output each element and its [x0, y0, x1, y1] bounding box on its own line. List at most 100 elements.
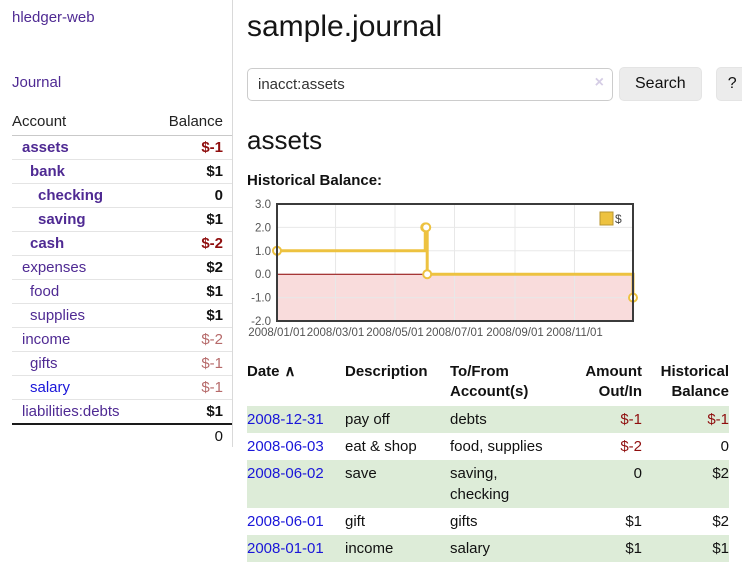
account-balance: $-2	[150, 327, 233, 352]
transaction-amount: $1	[625, 540, 642, 557]
account-balance: $1	[150, 399, 233, 425]
y-tick-label: -2.0	[251, 316, 271, 328]
page-title: sample.journal	[247, 10, 443, 43]
transaction-description: save	[345, 465, 377, 482]
account-link[interactable]: expenses	[22, 259, 87, 276]
account-balance: $1	[150, 303, 233, 328]
register-header-historical: Historical Balance	[660, 363, 729, 400]
sidebar: hledger-web Journal Account Balance asse…	[0, 0, 233, 562]
transaction-accounts: saving, checking	[450, 465, 510, 503]
sort-ascending-icon: ∧	[284, 363, 296, 380]
transaction-accounts: salary	[450, 540, 491, 557]
account-row: liabilities:debts $1	[12, 399, 233, 425]
clear-search-icon[interactable]: ×	[594, 73, 604, 91]
account-balance: $1	[150, 279, 233, 304]
account-row: cash $-2	[12, 231, 233, 256]
register-row: 2008-12-31 pay off debts $-1 $-1	[247, 406, 729, 433]
transaction-description: pay off	[345, 411, 390, 428]
transaction-accounts: food, supplies	[450, 438, 543, 455]
x-tick-label: 2008/07/01	[426, 327, 484, 339]
account-link[interactable]: bank	[30, 163, 66, 180]
account-row: income $-2	[12, 327, 233, 352]
account-row: gifts $-1	[12, 351, 233, 376]
transaction-balance: 0	[720, 438, 729, 455]
transaction-amount: $-1	[620, 411, 642, 428]
transaction-date-link[interactable]: 2008-06-02	[247, 465, 324, 482]
register-header-date[interactable]: Date ∧	[247, 363, 296, 380]
chart-title: Historical Balance:	[247, 172, 383, 189]
account-link[interactable]: assets	[22, 139, 69, 156]
legend-swatch	[599, 211, 614, 226]
main-content: sample.journal × Search ? assets Histori…	[233, 0, 742, 562]
account-link[interactable]: saving	[38, 211, 86, 228]
account-row: expenses $2	[12, 255, 233, 280]
accounts-header-balance: Balance	[150, 111, 233, 136]
transaction-date-link[interactable]: 2008-12-31	[247, 411, 324, 428]
account-heading: assets	[247, 125, 323, 155]
register-table: Date ∧ Description To/From Account(s) Amount O…	[247, 360, 729, 562]
transaction-amount: $1	[625, 513, 642, 530]
transaction-description: eat & shop	[345, 438, 417, 455]
legend-label: $	[615, 212, 622, 226]
account-link[interactable]: checking	[38, 187, 104, 204]
account-row: bank $1	[12, 159, 233, 184]
accounts-header-account: Account	[12, 111, 151, 136]
x-tick-label: 2008/11/01	[546, 327, 603, 339]
transaction-description: income	[345, 540, 394, 557]
app: hledger-web Journal Account Balance asse…	[0, 0, 742, 562]
register-row: 2008-06-02 save saving, checking 0 $2	[247, 460, 729, 508]
transaction-balance: $1	[712, 540, 729, 557]
sidebar-item-journal[interactable]: Journal	[12, 74, 62, 91]
account-balance: $-1	[150, 351, 233, 376]
register-header-description: Description	[345, 363, 428, 380]
account-link[interactable]: salary	[30, 379, 71, 396]
account-link[interactable]: liabilities:debts	[22, 403, 120, 420]
transaction-accounts: gifts	[450, 513, 478, 530]
accounts-rows: assets $-1 bank $1 checking 0 saving $1 …	[12, 135, 233, 425]
data-point-marker	[422, 269, 433, 280]
register-row: 2008-01-01 income salary $1 $1	[247, 535, 729, 562]
transaction-amount: 0	[633, 465, 642, 482]
account-row: checking 0	[12, 183, 233, 208]
brand-link[interactable]: hledger-web	[12, 9, 95, 26]
transaction-date-link[interactable]: 2008-06-01	[247, 513, 324, 530]
search-input-wrap: ×	[247, 67, 613, 101]
y-tick-label: -1.0	[251, 293, 271, 305]
register-row: 2008-06-01 gift gifts $1 $2	[247, 508, 729, 535]
search-input[interactable]	[247, 67, 613, 101]
transaction-accounts: debts	[450, 411, 487, 428]
account-row: saving $1	[12, 207, 233, 232]
account-balance: $-1	[150, 135, 233, 160]
register-header-tofrom: To/From Account(s)	[450, 363, 529, 400]
account-link[interactable]: food	[30, 283, 60, 300]
y-tick-label: 0.0	[255, 269, 271, 281]
transaction-balance: $2	[712, 513, 729, 530]
chart-legend: $	[599, 211, 622, 226]
account-balance: $-2	[150, 231, 233, 256]
transaction-date-link[interactable]: 2008-01-01	[247, 540, 324, 557]
account-row: salary $-1	[12, 375, 233, 400]
account-link[interactable]: supplies	[30, 307, 86, 324]
help-button[interactable]: ?	[715, 67, 742, 101]
search-button[interactable]: Search	[619, 67, 702, 101]
transaction-balance: $2	[712, 465, 729, 482]
account-link[interactable]: income	[22, 331, 71, 348]
account-row: supplies $1	[12, 303, 233, 328]
x-tick-label: 2008/09/01	[486, 327, 544, 339]
search-bar: × Search ?	[247, 67, 742, 101]
account-balance: $1	[150, 159, 233, 184]
account-balance: 0	[150, 183, 233, 208]
accounts-total-row: 0	[12, 423, 233, 448]
account-balance: $-1	[150, 375, 233, 400]
transaction-description: gift	[345, 513, 366, 530]
account-link[interactable]: gifts	[30, 355, 58, 372]
account-row: food $1	[12, 279, 233, 304]
x-tick-label: 2008/03/01	[307, 327, 365, 339]
transaction-date-link[interactable]: 2008-06-03	[247, 438, 324, 455]
y-tick-label: 2.0	[255, 222, 271, 234]
accounts-table: Account Balance assets $-1 bank $1 check…	[12, 111, 233, 448]
x-tick-label: 2008/05/01	[366, 327, 424, 339]
account-balance: $2	[150, 255, 233, 280]
account-link[interactable]: cash	[30, 235, 65, 252]
